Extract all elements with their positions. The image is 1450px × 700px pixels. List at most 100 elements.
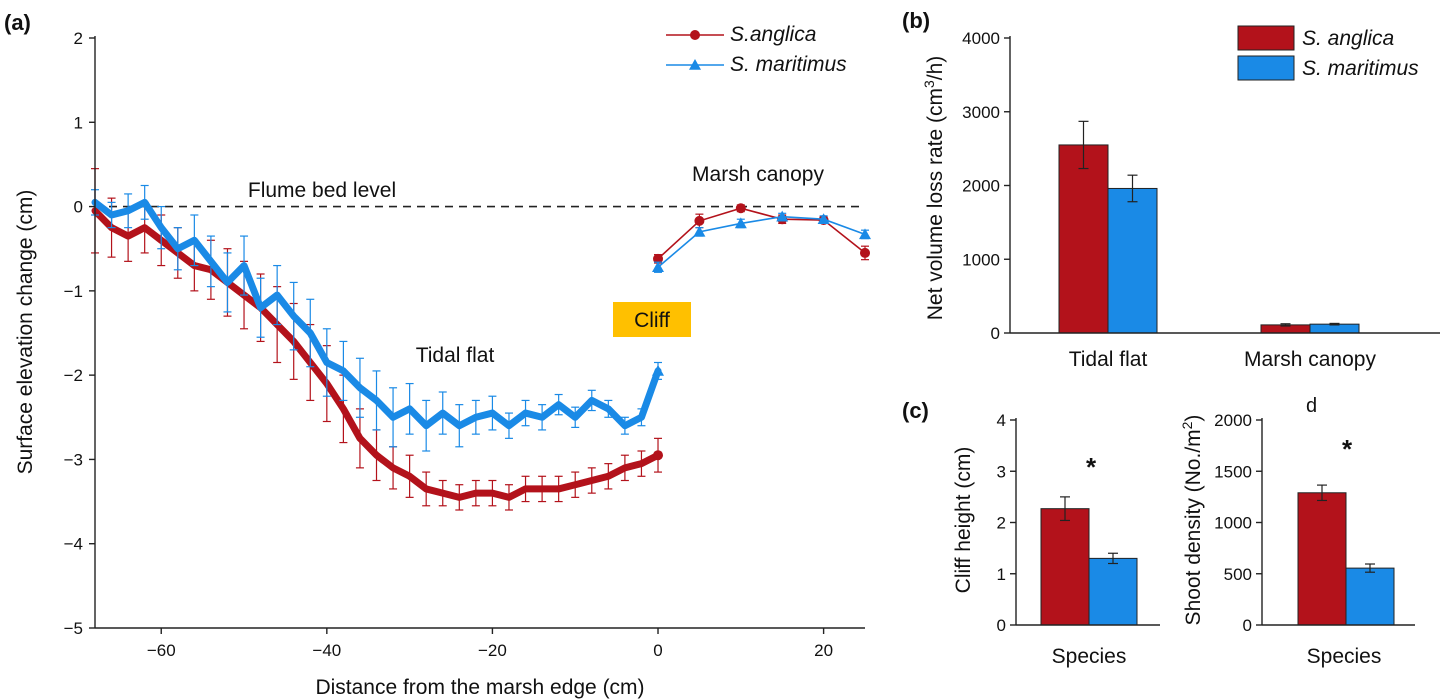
panel-d-bars bbox=[1297, 484, 1395, 626]
flat-data-point bbox=[324, 360, 330, 365]
canopy-data-point bbox=[652, 261, 665, 273]
flat-data-point bbox=[572, 482, 578, 488]
flat-data-point bbox=[556, 402, 562, 408]
y-tick-label: −4 bbox=[64, 535, 83, 554]
panel-b-y-label-sup: 3 bbox=[921, 80, 937, 88]
y-tick-label: 1000 bbox=[962, 250, 1000, 269]
y-tick-label: 500 bbox=[1224, 565, 1252, 584]
cliff-annotation: Cliff bbox=[634, 309, 670, 332]
panel-c-y-axis-label: Cliff height (cm) bbox=[952, 447, 975, 594]
flat-data-point bbox=[523, 410, 529, 416]
panel-d-label: d bbox=[1306, 395, 1317, 417]
legend-label-s-anglica: S.anglica bbox=[730, 23, 816, 46]
flat-data-point bbox=[357, 435, 363, 441]
flat-data-point bbox=[142, 225, 148, 231]
flat-data-point bbox=[109, 212, 115, 218]
flat-data-point bbox=[622, 465, 628, 471]
flat-data-point bbox=[473, 414, 479, 420]
legend-label-b-s-maritimus: S. maritimus bbox=[1302, 57, 1419, 80]
panel-c-axes: 0 1 2 3 4 bbox=[997, 411, 1160, 635]
canopy-data-point bbox=[860, 247, 870, 258]
bar-s_maritimus bbox=[1088, 557, 1138, 626]
flat-data-point bbox=[523, 486, 529, 492]
flat-data-point bbox=[142, 199, 148, 205]
canopy-data-point bbox=[859, 228, 871, 240]
flat-data-point bbox=[473, 490, 479, 496]
canopy-series-line bbox=[657, 207, 866, 260]
flat-data-point bbox=[191, 237, 197, 243]
panel-a-series bbox=[91, 168, 871, 511]
flat-data-point bbox=[440, 490, 446, 496]
series-s_maritimus bbox=[91, 184, 871, 452]
flat-data-point bbox=[340, 406, 346, 412]
bar-s_anglica bbox=[1297, 492, 1347, 626]
flat-data-point bbox=[456, 423, 462, 429]
flat-data-point bbox=[374, 397, 380, 403]
panel-b-bars bbox=[1058, 120, 1360, 334]
flat-data-point bbox=[390, 465, 396, 471]
flat-data-point bbox=[423, 423, 429, 429]
flat-data-point bbox=[506, 494, 512, 500]
bar-s_maritimus bbox=[1345, 567, 1395, 626]
panel-d-x-axis-label: Species bbox=[1307, 645, 1382, 668]
flat-data-point bbox=[589, 397, 595, 403]
bar-s_anglica bbox=[1040, 508, 1090, 626]
flat-data-point bbox=[407, 473, 413, 479]
flat-data-point bbox=[125, 233, 131, 239]
panel-c-bar-chart: (c) 0 1 2 3 4 Species Cliff height (cm) * bbox=[902, 398, 1160, 668]
y-tick-label: 2 bbox=[997, 514, 1006, 533]
flat-data-point bbox=[456, 494, 462, 500]
y-tick-label: −2 bbox=[64, 366, 83, 385]
flat-data-point bbox=[440, 410, 446, 416]
y-tick-label: 0 bbox=[997, 616, 1006, 635]
legend-marker bbox=[690, 30, 700, 40]
panel-d-y-axis-label: Shoot density (No./m2) bbox=[1179, 415, 1205, 626]
flat-data-point bbox=[175, 246, 181, 252]
y-tick-label: −1 bbox=[64, 282, 83, 301]
flat-data-point bbox=[489, 490, 495, 496]
y-tick-label: 1 bbox=[997, 565, 1006, 584]
cliff-end-marker bbox=[652, 364, 665, 376]
panel-a-label: (a) bbox=[4, 10, 31, 35]
y-tick-label: 4000 bbox=[962, 29, 1000, 48]
flat-data-point bbox=[572, 414, 578, 420]
legend-entry-s-maritimus bbox=[666, 59, 724, 70]
legend-label-s-maritimus: S. maritimus bbox=[730, 53, 847, 76]
flat-data-point bbox=[556, 486, 562, 492]
category-label: Tidal flat bbox=[1069, 348, 1148, 371]
y-tick-label: 1000 bbox=[1214, 514, 1252, 533]
x-tick-label: 0 bbox=[653, 641, 662, 660]
canopy-data-point bbox=[735, 203, 746, 214]
x-tick-label: −40 bbox=[312, 641, 341, 660]
category-label: Marsh canopy bbox=[1244, 348, 1376, 371]
flat-data-point bbox=[506, 423, 512, 429]
canopy-data-point bbox=[653, 253, 664, 264]
tidal-flat-annotation: Tidal flat bbox=[416, 344, 495, 367]
y-tick-label: 4 bbox=[997, 411, 1006, 430]
bar-s_maritimus bbox=[1107, 187, 1158, 334]
panel-d-significance-marker: * bbox=[1342, 434, 1353, 464]
y-tick-label: 0 bbox=[1243, 616, 1252, 635]
panel-b-y-label-end: /h) bbox=[924, 56, 947, 81]
legend-swatch-s-anglica bbox=[1237, 25, 1295, 51]
flat-data-point bbox=[340, 368, 346, 374]
panel-b-y-label-main: Net volume loss rate (cm bbox=[924, 88, 947, 320]
flat-data-point bbox=[589, 478, 595, 483]
cliff-end-marker bbox=[653, 450, 664, 461]
y-tick-label: −5 bbox=[64, 619, 83, 638]
panel-d-y-label-main: Shoot density (No./m bbox=[1182, 429, 1205, 625]
y-tick-label: 3000 bbox=[962, 103, 1000, 122]
series-s_anglica bbox=[91, 168, 870, 511]
canopy-data-point bbox=[693, 225, 706, 237]
flat-data-point bbox=[374, 452, 380, 458]
panel-a-y-axis-label: Surface elevation change (cm) bbox=[14, 190, 37, 475]
panel-d-axes: 0 500 1000 1500 2000 bbox=[1214, 411, 1415, 635]
y-tick-label: 2000 bbox=[962, 177, 1000, 196]
flat-data-point bbox=[423, 486, 429, 492]
x-tick-label: 20 bbox=[814, 641, 833, 660]
flat-data-point bbox=[638, 414, 644, 420]
legend-swatch-s-maritimus bbox=[1237, 55, 1295, 81]
panel-c-label: (c) bbox=[902, 398, 929, 423]
flat-data-point bbox=[539, 414, 545, 420]
